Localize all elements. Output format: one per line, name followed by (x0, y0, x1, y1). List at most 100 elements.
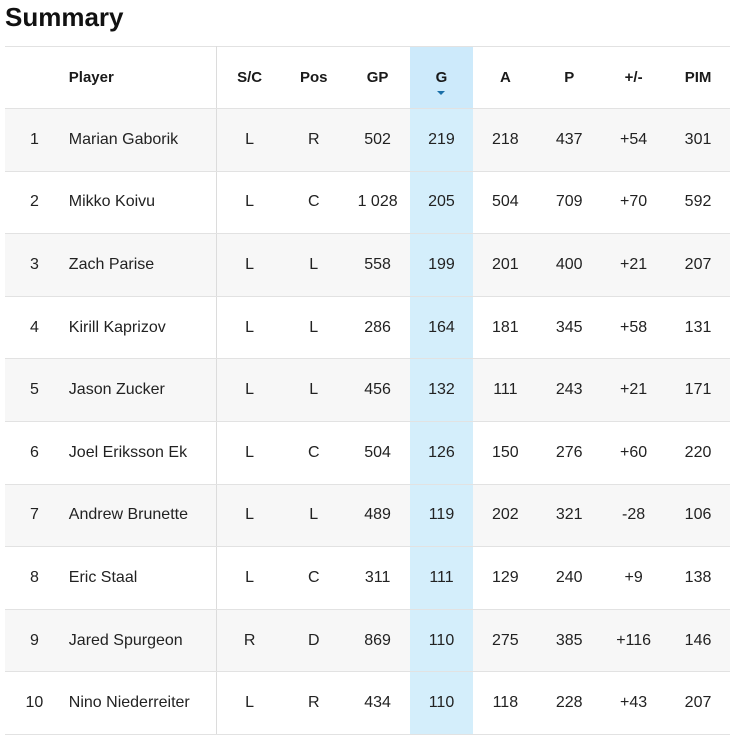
assists-cell: 504 (473, 171, 538, 235)
penalty-minutes-cell: 207 (666, 233, 730, 297)
goals-cell: 126 (409, 421, 474, 485)
assists-cell: 202 (473, 484, 538, 548)
shoots-catches-cell: L (216, 484, 282, 548)
table-row[interactable]: 10 Nino Niederreiter L R 434 110 118 228 +43 207 (5, 671, 730, 735)
player-name-cell[interactable]: Kirill Kaprizov (63, 296, 218, 360)
position-cell: R (281, 671, 346, 735)
header-pos[interactable]: Pos (281, 46, 346, 109)
table-row[interactable]: 5 Jason Zucker L L 456 132 111 243 +21 171 (5, 358, 730, 422)
goals-cell: 119 (409, 484, 474, 548)
header-g[interactable]: G (409, 46, 474, 109)
position-cell: L (281, 484, 346, 548)
games-played-cell: 489 (345, 484, 410, 548)
penalty-minutes-cell: 207 (666, 671, 730, 735)
penalty-minutes-cell: 138 (666, 546, 730, 610)
assists-cell: 218 (473, 108, 538, 172)
header-pim[interactable]: PIM (666, 46, 730, 109)
points-cell: 228 (537, 671, 602, 735)
goals-cell: 132 (409, 358, 474, 422)
table-row[interactable]: 1 Marian Gaborik L R 502 219 218 437 +54 301 (5, 108, 730, 172)
rank-cell: 8 (5, 546, 64, 610)
assists-cell: 275 (473, 609, 538, 673)
assists-cell: 111 (473, 358, 538, 422)
header-plus-minus[interactable]: +/- (601, 46, 667, 109)
points-cell: 709 (537, 171, 602, 235)
rank-cell: 5 (5, 358, 64, 422)
games-played-cell: 286 (345, 296, 410, 360)
player-name-cell[interactable]: Andrew Brunette (63, 484, 218, 548)
table-row[interactable]: 8 Eric Staal L C 311 111 129 240 +9 138 (5, 546, 730, 610)
penalty-minutes-cell: 131 (666, 296, 730, 360)
plus-minus-cell: +21 (601, 233, 667, 297)
plus-minus-cell: +43 (601, 671, 667, 735)
points-cell: 345 (537, 296, 602, 360)
table-row[interactable]: 4 Kirill Kaprizov L L 286 164 181 345 +58 131 (5, 296, 730, 360)
caret-down-icon (437, 91, 446, 95)
rank-cell: 6 (5, 421, 64, 485)
player-name-cell[interactable]: Eric Staal (63, 546, 218, 610)
goals-cell: 111 (409, 546, 474, 610)
rank-cell: 2 (5, 171, 64, 235)
header-player[interactable]: Player (63, 46, 218, 109)
shoots-catches-cell: L (216, 233, 282, 297)
shoots-catches-cell: R (216, 609, 282, 673)
table-body: 1 Marian Gaborik L R 502 219 218 437 +54 301 2 Mikk… (5, 108, 730, 735)
assists-cell: 150 (473, 421, 538, 485)
player-name-cell[interactable]: Jared Spurgeon (63, 609, 218, 673)
table-row[interactable]: 2 Mikko Koivu L C 1 028 205 504 709 +70 592 (5, 171, 730, 235)
penalty-minutes-cell: 301 (666, 108, 730, 172)
games-played-cell: 456 (345, 358, 410, 422)
points-cell: 321 (537, 484, 602, 548)
penalty-minutes-cell: 171 (666, 358, 730, 422)
position-cell: C (281, 421, 346, 485)
table-row[interactable]: 6 Joel Eriksson Ek L C 504 126 150 276 +60 220 (5, 421, 730, 485)
penalty-minutes-cell: 106 (666, 484, 730, 548)
plus-minus-cell: +58 (601, 296, 667, 360)
shoots-catches-cell: L (216, 546, 282, 610)
header-gp[interactable]: GP (345, 46, 410, 109)
shoots-catches-cell: L (216, 296, 282, 360)
player-name-cell[interactable]: Mikko Koivu (63, 171, 218, 235)
stats-table: Player S/C Pos GP G A P +/- PIM 1 Marian … (5, 46, 730, 735)
penalty-minutes-cell: 146 (666, 609, 730, 673)
games-played-cell: 504 (345, 421, 410, 485)
table-row[interactable]: 3 Zach Parise L L 558 199 201 400 +21 207 (5, 233, 730, 297)
page-title: Summary (5, 2, 124, 32)
rank-cell: 3 (5, 233, 64, 297)
header-a[interactable]: A (473, 46, 538, 109)
goals-cell: 110 (409, 609, 474, 673)
header-row: Player S/C Pos GP G A P +/- PIM (5, 46, 730, 109)
assists-cell: 201 (473, 233, 538, 297)
player-name-cell[interactable]: Nino Niederreiter (63, 671, 218, 735)
points-cell: 400 (537, 233, 602, 297)
points-cell: 240 (537, 546, 602, 610)
table-row[interactable]: 7 Andrew Brunette L L 489 119 202 321 -28 106 (5, 484, 730, 548)
position-cell: L (281, 296, 346, 360)
rank-cell: 7 (5, 484, 64, 548)
header-g-label: G (435, 69, 448, 86)
games-played-cell: 502 (345, 108, 410, 172)
games-played-cell: 311 (345, 546, 410, 610)
player-name-cell[interactable]: Joel Eriksson Ek (63, 421, 218, 485)
position-cell: L (281, 233, 346, 297)
table-row[interactable]: 9 Jared Spurgeon R D 869 110 275 385 +116 146 (5, 609, 730, 673)
goals-cell: 164 (409, 296, 474, 360)
header-sc[interactable]: S/C (216, 46, 282, 109)
player-name-cell[interactable]: Marian Gaborik (63, 108, 218, 172)
position-cell: D (281, 609, 346, 673)
penalty-minutes-cell: 592 (666, 171, 730, 235)
header-p[interactable]: P (537, 46, 602, 109)
player-name-cell[interactable]: Zach Parise (63, 233, 218, 297)
plus-minus-cell: +116 (601, 609, 667, 673)
header-rank (5, 46, 64, 109)
assists-cell: 129 (473, 546, 538, 610)
position-cell: L (281, 358, 346, 422)
goals-cell: 205 (409, 171, 474, 235)
games-played-cell: 434 (345, 671, 410, 735)
player-name-cell[interactable]: Jason Zucker (63, 358, 218, 422)
position-cell: C (281, 171, 346, 235)
rank-cell: 4 (5, 296, 64, 360)
goals-cell: 110 (409, 671, 474, 735)
shoots-catches-cell: L (216, 671, 282, 735)
